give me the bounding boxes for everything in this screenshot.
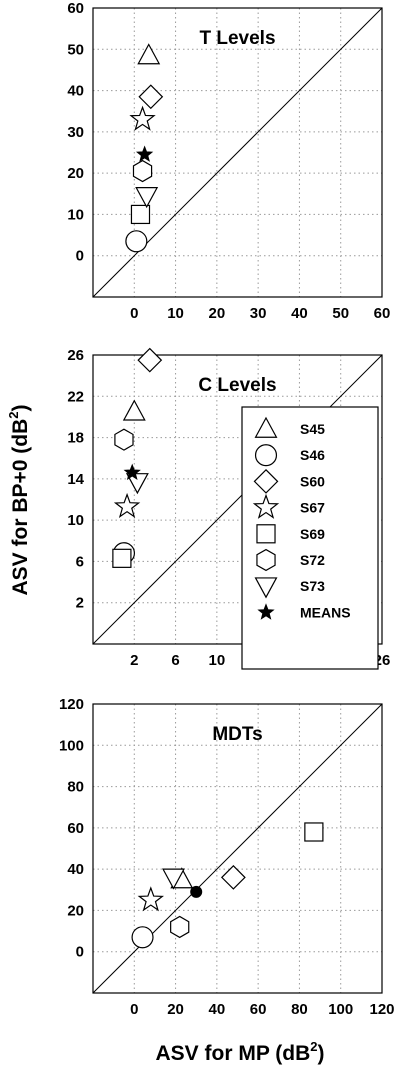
x-tick-label: 6	[171, 652, 179, 669]
marker-s67	[129, 105, 156, 131]
legend-label: S45	[300, 421, 325, 437]
marker-s73	[162, 868, 185, 890]
marker-means	[123, 463, 141, 481]
panel-title: C Levels	[198, 375, 276, 396]
x-tick-label: 100	[328, 1001, 353, 1018]
y-tick-label: 10	[67, 512, 84, 529]
legend-marker-s60	[253, 469, 279, 494]
y-tick-label: 2	[76, 595, 84, 612]
x-tick-label: 10	[209, 652, 226, 669]
x-tick-label: 20	[167, 1001, 184, 1018]
panel-1: 0 10 20 30 40 50 60 0 10 20 30 40 50 60 T Levels	[67, 0, 390, 322]
marker-s46	[125, 230, 148, 253]
legend-label: S72	[300, 552, 325, 568]
marker-s73	[125, 473, 149, 495]
marker-s72	[170, 915, 190, 939]
legend-marker-s73	[254, 577, 278, 599]
marker-s67	[113, 492, 141, 518]
marker-means	[190, 885, 203, 898]
y-tick-label: 0	[76, 248, 84, 265]
y-tick-label: 0	[76, 944, 84, 961]
legend-marker-means	[257, 603, 275, 620]
marker-s72	[114, 428, 134, 451]
legend-marker-s69	[256, 524, 276, 544]
y-tick-label: 18	[67, 430, 84, 447]
x-tick-label: 10	[167, 305, 184, 322]
x-tick-label: 120	[369, 1001, 394, 1018]
marker-s45	[137, 43, 161, 65]
y-tick-label: 30	[67, 124, 84, 141]
marker-s69	[130, 204, 151, 225]
legend-label: S46	[300, 447, 325, 463]
legend-marker-s67	[252, 493, 280, 519]
legend-label: MEANS	[300, 604, 351, 620]
marker-s46	[131, 926, 154, 949]
x-tick-label: 30	[250, 305, 267, 322]
legend-label: S73	[300, 578, 325, 594]
x-tick-label: 2	[130, 652, 138, 669]
y-tick-label: 40	[67, 861, 84, 878]
x-tick-label: 0	[130, 305, 138, 322]
marker-s69	[112, 548, 132, 568]
y-tick-label: 26	[67, 347, 84, 364]
identity-line	[92, 7, 383, 298]
y-tick-label: 10	[67, 206, 84, 223]
legend-marker-s72	[256, 548, 276, 572]
identity-line	[92, 703, 383, 994]
y-axis-label: ASV for BP+0 (dB2)	[6, 404, 32, 595]
panel-title: T Levels	[199, 28, 275, 49]
x-tick-label: 40	[209, 1001, 226, 1018]
x-tick-label: 0	[130, 1001, 138, 1018]
marker-s72	[132, 159, 153, 183]
plot-frame	[92, 703, 383, 994]
y-tick-label: 80	[67, 779, 84, 796]
x-tick-label: 40	[291, 305, 308, 322]
marker-means	[135, 145, 154, 162]
plot-frame	[92, 354, 383, 645]
marker-s69	[304, 822, 324, 842]
legend-label: S60	[300, 473, 325, 489]
y-tick-label: 100	[59, 737, 84, 754]
marker-s60	[220, 865, 246, 890]
y-tick-label: 60	[67, 820, 84, 837]
y-tick-label: 20	[67, 902, 84, 919]
y-tick-label: 14	[67, 471, 84, 488]
marker-s67	[137, 886, 164, 912]
identity-line	[92, 354, 383, 645]
panel-title: MDTs	[212, 724, 262, 745]
marker-s73	[135, 187, 159, 209]
x-tick-label: 80	[291, 1001, 308, 1018]
x-tick-label: 50	[332, 305, 349, 322]
marker-s45	[122, 399, 146, 421]
y-tick-label: 6	[76, 553, 84, 570]
y-tick-label: 22	[67, 388, 84, 405]
panel-3: 0 20 40 60 80 100 120 0 20 40 60 80 100 120 MDTs	[59, 696, 395, 1018]
legend-marker-s45	[254, 416, 278, 438]
x-tick-label: 20	[209, 305, 226, 322]
plot-frame	[92, 7, 383, 298]
y-tick-label: 20	[67, 165, 84, 182]
x-tick-label: 60	[374, 305, 391, 322]
marker-s60	[138, 84, 164, 110]
marker-s60	[137, 347, 163, 373]
y-tick-label: 50	[67, 41, 84, 58]
legend: S45 S46 S60 S67 S69 S72 S73 MEANS	[241, 406, 379, 670]
x-axis-label: ASV for MP (dB2)	[155, 1039, 324, 1065]
legend-label: S67	[300, 500, 325, 516]
x-tick-label: 60	[250, 1001, 267, 1018]
y-tick-label: 40	[67, 83, 84, 100]
y-tick-label: 120	[59, 696, 84, 713]
legend-label: S69	[300, 526, 325, 542]
legend-marker-s46	[254, 444, 278, 467]
y-tick-label: 60	[67, 0, 84, 17]
